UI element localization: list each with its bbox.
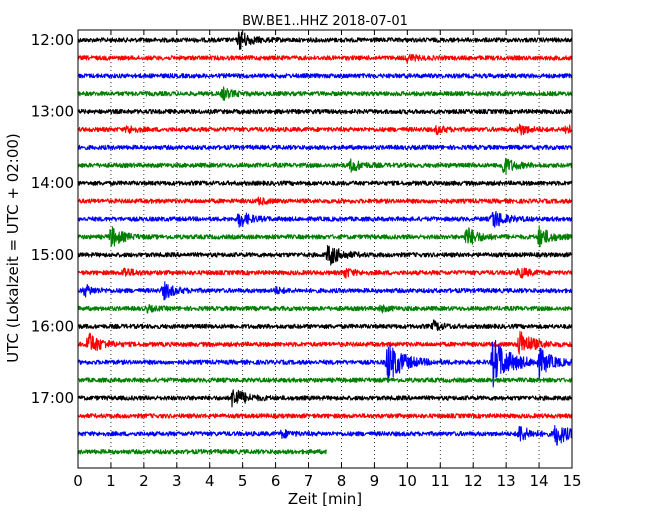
x-tick-label-11: 11 xyxy=(431,472,450,490)
trace-1645 xyxy=(77,377,573,383)
trace-1630 xyxy=(77,339,573,388)
trace-1315 xyxy=(77,123,573,136)
trace-1415 xyxy=(77,196,573,206)
trace-1300 xyxy=(77,108,573,115)
x-tick-label-5: 5 xyxy=(238,472,248,490)
trace-1445 xyxy=(77,225,573,248)
trace-group xyxy=(77,31,573,455)
x-tick-label-10: 10 xyxy=(398,472,417,490)
trace-1245 xyxy=(77,86,573,101)
trace-1715 xyxy=(77,413,573,419)
x-tick-label-6: 6 xyxy=(271,472,281,490)
trace-1215 xyxy=(77,53,573,64)
x-tick-label-4: 4 xyxy=(205,472,215,490)
x-tick-label-9: 9 xyxy=(370,472,380,490)
trace-1730 xyxy=(77,424,573,446)
trace-1700 xyxy=(77,389,573,408)
x-tick-label-3: 3 xyxy=(172,472,182,490)
trace-1430 xyxy=(77,210,573,228)
y-axis: 12:00 13:00 14:00 15:00 16:00 17:00 xyxy=(31,31,572,407)
x-tick-label-15: 15 xyxy=(562,472,581,490)
trace-1500 xyxy=(77,245,573,266)
trace-1400 xyxy=(77,180,573,186)
x-tick-label-8: 8 xyxy=(337,472,347,490)
plot-frame xyxy=(77,29,573,469)
y-tick-label-1700: 17:00 xyxy=(31,389,74,407)
x-tick-label-2: 2 xyxy=(139,472,149,490)
x-axis-label: Zeit [min] xyxy=(288,490,362,508)
trace-1345 xyxy=(77,157,573,175)
trace-1330 xyxy=(77,144,573,151)
x-tick-label-1: 1 xyxy=(106,472,116,490)
y-tick-label-1300: 13:00 xyxy=(31,103,74,121)
x-tick-label-12: 12 xyxy=(464,472,483,490)
x-axis: 0 1 2 3 4 5 6 7 8 9 10 11 12 13 14 15 xyxy=(73,30,582,490)
x-tick-label-7: 7 xyxy=(304,472,314,490)
x-tick-label-13: 13 xyxy=(497,472,516,490)
trace-1615 xyxy=(77,330,573,355)
x-tick-label-0: 0 xyxy=(73,472,83,490)
y-axis-label: UTC (Lokalzeit = UTC + 02:00) xyxy=(4,133,22,363)
trace-1530 xyxy=(77,281,573,301)
y-tick-label-1500: 15:00 xyxy=(31,246,74,264)
gridlines xyxy=(110,30,540,468)
trace-1515 xyxy=(77,267,573,279)
y-tick-label-1200: 12:00 xyxy=(31,31,74,49)
trace-1230 xyxy=(77,73,573,79)
y-tick-label-1600: 16:00 xyxy=(31,317,74,335)
trace-1200 xyxy=(77,31,573,50)
chart-title: BW.BE1..HHZ 2018-07-01 xyxy=(242,14,408,29)
trace-1745 xyxy=(77,448,328,455)
trace-1600 xyxy=(77,319,573,332)
x-tick-label-14: 14 xyxy=(530,472,549,490)
trace-1545 xyxy=(77,303,573,314)
y-tick-label-1400: 14:00 xyxy=(31,174,74,192)
